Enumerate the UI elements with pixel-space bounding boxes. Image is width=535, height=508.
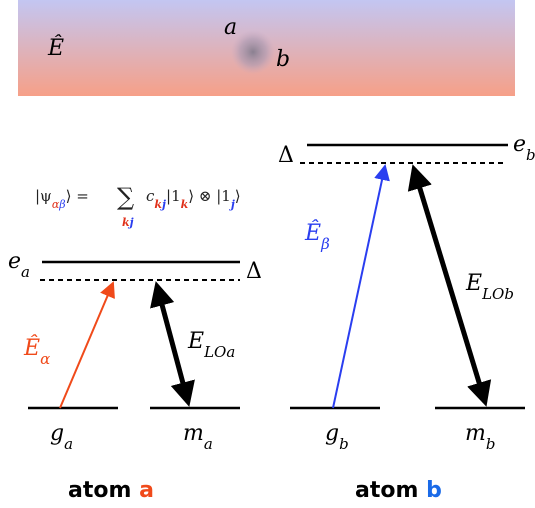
detuning: Δ <box>246 259 262 284</box>
f: k <box>181 198 189 211</box>
l: a <box>204 435 213 453</box>
formula-left: |ψαβ⟩ = <box>35 187 89 211</box>
l: Ê <box>23 334 40 361</box>
excited-label: eb <box>513 132 535 164</box>
formula-right: ckj|1k⟩ ⊗ |1j⟩ <box>146 187 241 211</box>
caption: atom b <box>355 478 442 503</box>
detuning: Δ <box>278 143 294 168</box>
probe-arrow <box>332 164 390 409</box>
ground-label: ga <box>50 421 73 453</box>
atom-b-mark: b <box>276 47 290 72</box>
l: b <box>526 146 535 164</box>
l: g <box>50 421 64 446</box>
sum-index: kj <box>122 216 134 229</box>
f: α <box>52 198 60 211</box>
f: ⟩ ⊗ |1 <box>188 187 231 205</box>
control-arrow <box>150 281 195 407</box>
l: Ê <box>304 219 321 246</box>
f: j <box>128 216 134 229</box>
f: ⟩ = <box>66 187 89 205</box>
l: g <box>325 421 339 446</box>
f: k <box>154 198 162 211</box>
f: |1 <box>166 187 181 205</box>
control-arrow <box>407 164 492 407</box>
l: m <box>183 421 204 446</box>
probe-arrow <box>59 281 115 409</box>
ground-label: gb <box>325 421 349 453</box>
metastable-label: mb <box>465 421 495 453</box>
l: β <box>320 235 330 253</box>
sum: ∑ <box>117 183 134 211</box>
control-label: ELOb <box>465 271 514 303</box>
excited-label: ea <box>8 249 30 281</box>
l: e <box>8 249 21 274</box>
caption: atom a <box>68 478 154 503</box>
f: |ψ <box>35 187 52 205</box>
l: b <box>339 435 349 453</box>
atom-a: ea Δ Êα ELOa ga ma atom a <box>8 249 262 503</box>
field-symbol: Ê <box>47 34 64 61</box>
f: β <box>58 198 65 211</box>
l: E <box>465 271 482 296</box>
f: j <box>160 198 166 211</box>
c: atom <box>355 478 418 503</box>
field-banner: Ê a b <box>18 0 515 96</box>
l: e <box>513 132 526 157</box>
l: a <box>64 435 73 453</box>
c: b <box>426 478 442 503</box>
control-label: ELOa <box>187 329 235 361</box>
f: c <box>146 187 155 205</box>
l: m <box>465 421 486 446</box>
l: α <box>40 350 50 368</box>
state-formula: |ψαβ⟩ = ∑ kj ckj|1k⟩ ⊗ |1j⟩ <box>35 183 241 229</box>
c: atom <box>68 478 131 503</box>
atoms-blob <box>231 30 275 74</box>
l: E <box>187 329 204 354</box>
probe-label: Êβ <box>304 219 330 253</box>
atom-a-mark: a <box>224 15 237 40</box>
l: LOa <box>203 343 235 361</box>
metastable-label: ma <box>183 421 213 453</box>
f: j <box>229 198 235 211</box>
f: ⟩ <box>235 187 241 205</box>
f: k <box>122 216 130 229</box>
probe-label: Êα <box>23 334 50 368</box>
l: LOb <box>481 285 514 303</box>
atom-b: eb Δ Êβ ELOb gb mb atom b <box>278 132 535 503</box>
l: a <box>21 263 30 281</box>
c: a <box>139 478 154 503</box>
l: b <box>486 435 496 453</box>
